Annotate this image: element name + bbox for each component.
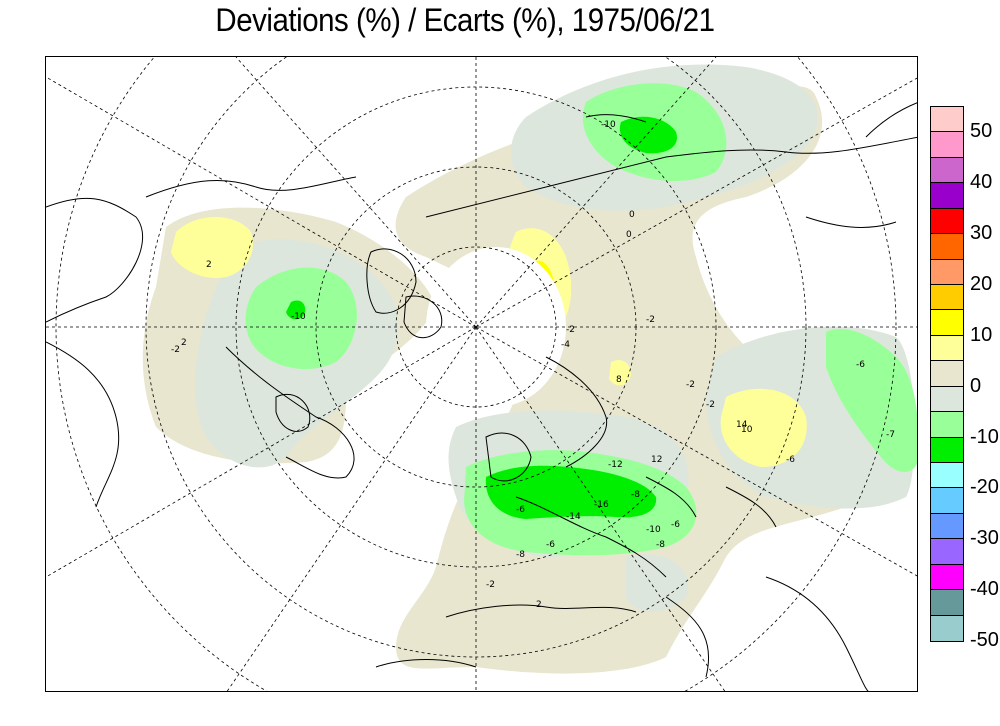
contour-label: -2 <box>706 400 715 410</box>
deviation-map: -10 -6 -14 -16 -12 -8 2 -2 0 -6 -10 -2 8… <box>46 57 917 691</box>
legend-swatch <box>931 513 963 540</box>
contour-label: -2 <box>686 380 695 390</box>
contour-label: -7 <box>886 430 895 440</box>
legend-swatch <box>931 310 963 336</box>
contour-label: -8 <box>631 490 640 500</box>
coastlines <box>46 102 917 691</box>
legend-swatch <box>931 564 963 591</box>
legend-label: 10 <box>970 323 993 346</box>
shading-neg-10-15 <box>286 116 677 519</box>
legend-swatch <box>931 412 963 438</box>
graticule <box>46 57 917 691</box>
contour-label: -2 <box>646 315 655 325</box>
legend-swatch <box>931 259 963 285</box>
legend-swatch <box>931 234 963 260</box>
legend-swatch <box>931 132 963 158</box>
legend-swatch <box>931 183 963 209</box>
contour-label: -2 <box>566 325 575 335</box>
contour-label: -10 <box>291 312 306 322</box>
contour-label: -16 <box>594 500 609 510</box>
legend-swatch <box>931 437 963 463</box>
contour-label: -6 <box>786 455 795 465</box>
contour-label: 2 <box>536 600 542 610</box>
contour-label: -10 <box>601 120 616 130</box>
contour-label: 0 <box>629 210 635 220</box>
legend-swatch <box>931 488 963 514</box>
contour-labels: -10 -6 -14 -16 -12 -8 2 -2 0 -6 -10 -2 8… <box>171 120 895 610</box>
contour-label: 2 <box>206 260 212 270</box>
contour-label: -6 <box>671 520 680 530</box>
contour-label: 14 <box>736 420 748 430</box>
map-panel: -10 -6 -14 -16 -12 -8 2 -2 0 -6 -10 -2 8… <box>45 56 918 692</box>
legend-swatch <box>931 208 963 235</box>
legend-label: 50 <box>970 120 993 143</box>
legend-label: -20 <box>970 476 999 499</box>
contour-label: -6 <box>856 360 865 370</box>
contour-label: -2 <box>486 580 495 590</box>
legend-label: -40 <box>970 578 999 601</box>
legend-label: -10 <box>970 425 999 448</box>
legend-swatch <box>931 463 963 489</box>
contour-label: 12 <box>651 455 662 465</box>
legend-swatch <box>931 386 963 413</box>
legend-swatch <box>931 335 963 362</box>
legend-swatch <box>931 615 963 641</box>
contour-label: 10 <box>741 425 753 435</box>
contour-label: -10 <box>646 525 661 535</box>
legend-swatch <box>931 590 963 616</box>
legend-label: 40 <box>970 171 993 194</box>
map-title: Deviations (%) / Ecarts (%), 1975/06/21 <box>215 2 715 38</box>
color-legend-bar <box>930 106 964 642</box>
contour-label: 8 <box>616 375 622 385</box>
contour-label: -6 <box>546 540 555 550</box>
contour-label: -6 <box>516 505 525 515</box>
legend-label: -30 <box>970 527 999 550</box>
legend-label: -50 <box>970 629 999 651</box>
legend-label: 20 <box>970 273 993 295</box>
contour-label: -14 <box>566 512 581 522</box>
legend-label: 30 <box>970 222 993 245</box>
contour-label: -2 <box>171 345 180 355</box>
legend-swatch <box>931 157 963 184</box>
contour-label: -4 <box>561 340 570 350</box>
contour-label: -12 <box>608 460 623 470</box>
contour-label: -8 <box>656 540 665 550</box>
contour-label: 2 <box>181 338 187 348</box>
legend-swatch <box>931 361 963 387</box>
legend-swatch <box>931 285 963 311</box>
legend-swatch <box>931 539 963 565</box>
contour-label: 0 <box>626 230 632 240</box>
contour-label: -8 <box>516 550 525 560</box>
legend-swatch <box>931 107 963 133</box>
legend-label: 0 <box>970 374 982 397</box>
